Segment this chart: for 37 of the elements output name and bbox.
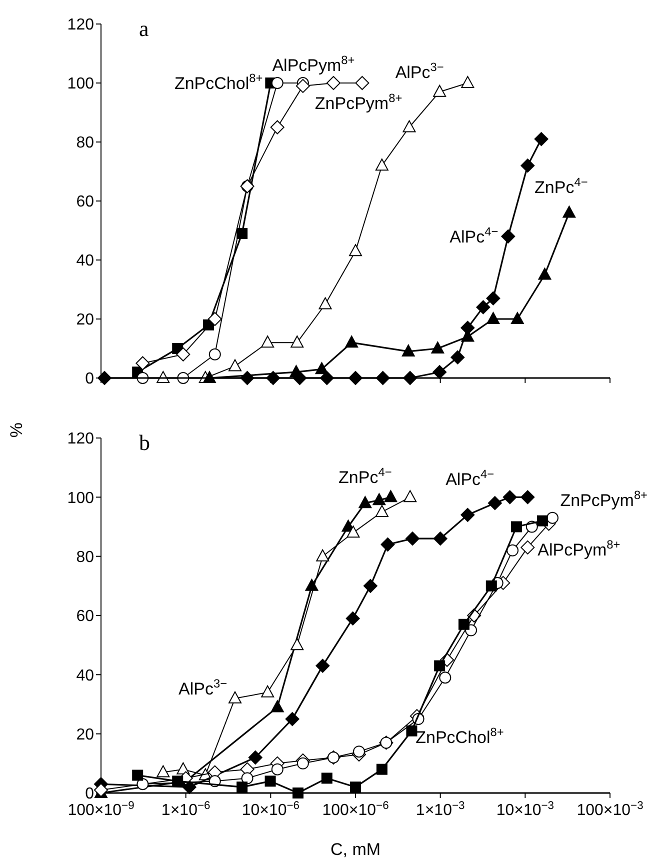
series-label: ZnPc$^{4−}$ (338, 465, 392, 488)
series-label: ZnPcChol$^{8+}$ (174, 71, 263, 93)
x-tick-label: 1×10$^{−3}$ (416, 800, 465, 819)
y-tick-label: 0 (85, 370, 94, 388)
series-label: AlPc$^{4−}$ (446, 467, 494, 490)
y-tick-label: 0 (85, 786, 94, 803)
y-tick-label: 80 (76, 548, 94, 566)
y-tick-label: 60 (76, 194, 94, 211)
x-tick-label: 10×10$^{−6}$ (242, 800, 300, 819)
series-label: ZnPcPym$^{8+}$ (560, 488, 648, 510)
y-tick-label: 100 (67, 490, 94, 507)
y-tick-label: 20 (76, 312, 94, 329)
y-tick-label: 120 (67, 16, 94, 34)
y-tick-label: 40 (76, 252, 94, 270)
series-label: AlPc$^{3−}$ (178, 676, 228, 698)
y-tick-label: 60 (76, 608, 94, 626)
series-label: ZnPcChol$^{8+}$ (416, 724, 504, 747)
series-label: ZnPc$^{4−}$ (534, 174, 588, 197)
y-tick-label: 40 (76, 667, 94, 684)
series-label: AlPc$^{4−}$ (450, 224, 498, 246)
y-tick-label: 100 (67, 76, 94, 93)
x-tick-label: 100×10$^{−3}$ (576, 800, 644, 819)
series-label: AlPc$^{3−}$ (395, 60, 444, 82)
x-tick-label: 1×10$^{−6}$ (161, 800, 210, 819)
series-label: AlPcPym$^{8+}$ (538, 537, 620, 560)
x-tick-label: 100×10$^{−6}$ (322, 800, 389, 819)
x-axis-title: C, mM (330, 840, 381, 859)
chart-title: b (139, 430, 150, 455)
y-axis-title: % (7, 422, 26, 438)
chart-title: a (139, 16, 149, 41)
y-tick-label: 80 (76, 134, 94, 152)
y-tick-label: 120 (67, 430, 94, 448)
y-tick-label: 20 (76, 726, 94, 744)
x-tick-label: 10×10$^{−3}$ (496, 800, 554, 819)
x-tick-label: 100×10$^{−9}$ (68, 800, 134, 819)
series-label: AlPcPym$^{8+}$ (272, 53, 355, 75)
series-label: ZnPcPym$^{8+}$ (314, 91, 402, 113)
